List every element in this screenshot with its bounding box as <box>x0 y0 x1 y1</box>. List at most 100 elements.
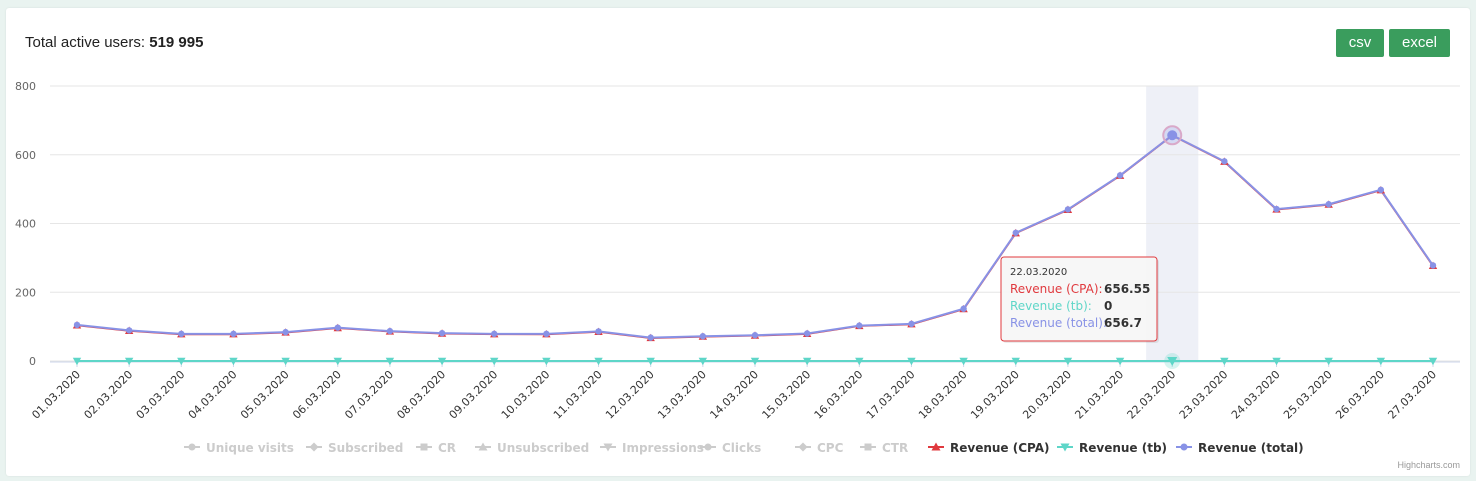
legend-marker <box>704 443 712 451</box>
legend-item-unique-visits[interactable]: Unique visits <box>184 441 294 455</box>
point-revenue-tb <box>698 357 708 366</box>
x-tick-label: 06.03.2020 <box>290 368 344 422</box>
legend-item-cr[interactable]: CR <box>416 441 456 455</box>
point-revenue-tb <box>907 357 916 366</box>
legend-label: CR <box>438 441 456 455</box>
legend-marker <box>309 442 319 452</box>
point-revenue-total <box>386 327 394 335</box>
tooltip: 22.03.2020 Revenue (CPA): 656.55 Revenue (t… <box>1000 256 1159 343</box>
x-tick-label: 18.03.2020 <box>916 368 970 422</box>
legend-label: CTR <box>882 441 908 455</box>
x-tick-label: 02.03.2020 <box>82 368 136 422</box>
point-revenue-total <box>1325 201 1332 208</box>
legend-label: Revenue (tb) <box>1079 441 1167 455</box>
point-revenue-total <box>438 329 446 337</box>
y-tick-label: 0 <box>29 355 36 368</box>
x-tick-label: 19.03.2020 <box>968 368 1022 422</box>
x-tick-label: 01.03.2020 <box>29 368 83 422</box>
tooltip-box <box>1000 256 1158 342</box>
point-revenue-total <box>1221 158 1228 165</box>
point-revenue-tb <box>490 357 499 366</box>
y-tick-label: 800 <box>15 80 36 93</box>
legend-marker <box>931 442 941 451</box>
legend-item-revenue-tb[interactable]: Revenue (tb) <box>1057 441 1167 455</box>
y-tick-label: 200 <box>15 286 36 299</box>
x-tick-label: 11.03.2020 <box>551 368 605 422</box>
point-revenue-total <box>73 321 81 329</box>
point-revenue-tb <box>177 357 186 366</box>
x-tick-label: 05.03.2020 <box>238 368 292 422</box>
csv-button[interactable]: csv <box>1336 29 1384 57</box>
legend-item-unsubscribed[interactable]: Unsubscribed <box>475 441 589 455</box>
legend-marker <box>188 443 196 451</box>
point-revenue-tb <box>437 357 447 366</box>
point-revenue-tb <box>802 357 812 366</box>
point-revenue-total <box>908 320 915 328</box>
point-revenue-tb <box>281 357 290 366</box>
x-tick-label: 16.03.2020 <box>812 368 866 422</box>
point-revenue-total <box>595 328 602 335</box>
legend-marker <box>603 443 613 452</box>
point-revenue-tb <box>124 357 134 366</box>
point-revenue-tb <box>1428 357 1438 366</box>
point-revenue-tb <box>229 357 238 366</box>
point-revenue-total <box>543 330 550 338</box>
x-tick-label: 22.03.2020 <box>1125 368 1179 422</box>
legend-item-ctr[interactable]: CTR <box>860 441 908 455</box>
tooltip-value: 656.55 <box>1104 282 1150 296</box>
x-tick-label: 03.03.2020 <box>134 368 188 422</box>
point-revenue-total <box>282 328 289 336</box>
legend-item-revenue-total[interactable]: Revenue (total) <box>1176 441 1304 455</box>
point-revenue-total <box>334 324 341 331</box>
tooltip-label: Revenue (tb): <box>1010 299 1092 313</box>
tooltip-date: 22.03.2020 <box>1010 267 1067 278</box>
x-tick-label: 09.03.2020 <box>447 368 501 422</box>
point-revenue-total <box>1429 262 1437 269</box>
highcharts-credits[interactable]: Highcharts.com <box>1397 460 1460 470</box>
series-line-revenue-total <box>76 134 1434 339</box>
legend-item-subscribed[interactable]: Subscribed <box>306 441 403 455</box>
y-tick-label: 400 <box>15 218 36 231</box>
point-revenue-total <box>1064 206 1072 213</box>
point-revenue-tb <box>1376 357 1386 366</box>
point-revenue-tb <box>385 357 395 366</box>
point-revenue-tb <box>542 357 551 366</box>
legend-label: Subscribed <box>328 441 403 455</box>
point-revenue-total <box>751 332 759 339</box>
x-tick-label: 14.03.2020 <box>707 368 761 422</box>
point-revenue-tb <box>1063 357 1073 366</box>
point-revenue-tb <box>750 357 760 366</box>
legend-item-revenue-cpa[interactable]: Revenue (CPA) <box>928 441 1050 455</box>
point-revenue-tb <box>1220 357 1229 366</box>
point-revenue-tb <box>1167 357 1178 366</box>
x-tick-label: 17.03.2020 <box>864 368 918 422</box>
point-revenue-total <box>125 327 133 334</box>
x-tick-label: 21.03.2020 <box>1072 368 1126 422</box>
point-revenue-total <box>1377 186 1385 194</box>
legend-marker <box>1060 443 1070 452</box>
x-tick-label: 07.03.2020 <box>342 368 396 422</box>
point-revenue-total <box>178 330 185 338</box>
x-tick-label: 08.03.2020 <box>394 368 448 422</box>
total-users-title: Total active users: 519 995 <box>25 34 203 51</box>
tooltip-value: 0 <box>1104 299 1112 313</box>
x-tick-label: 12.03.2020 <box>603 368 657 422</box>
legend-item-impressions[interactable]: Impressions <box>600 441 704 455</box>
point-revenue-tb <box>1324 357 1333 366</box>
y-tick-label: 600 <box>15 149 36 162</box>
point-revenue-tb <box>1011 357 1020 366</box>
point-revenue-tb <box>959 357 968 366</box>
point-revenue-total <box>1167 130 1178 141</box>
point-revenue-total <box>699 333 707 340</box>
excel-button[interactable]: excel <box>1389 29 1450 57</box>
legend-label: Clicks <box>722 441 761 455</box>
point-revenue-tb <box>594 357 603 366</box>
legend-marker <box>798 442 808 452</box>
legend-item-cpc[interactable]: CPC <box>795 441 844 455</box>
point-revenue-tb <box>1115 357 1125 366</box>
x-tick-label: 27.03.2020 <box>1385 368 1439 422</box>
legend-item-clicks[interactable]: Clicks <box>700 441 761 455</box>
legend-marker <box>864 443 872 451</box>
total-users-value: 519 995 <box>149 34 204 51</box>
